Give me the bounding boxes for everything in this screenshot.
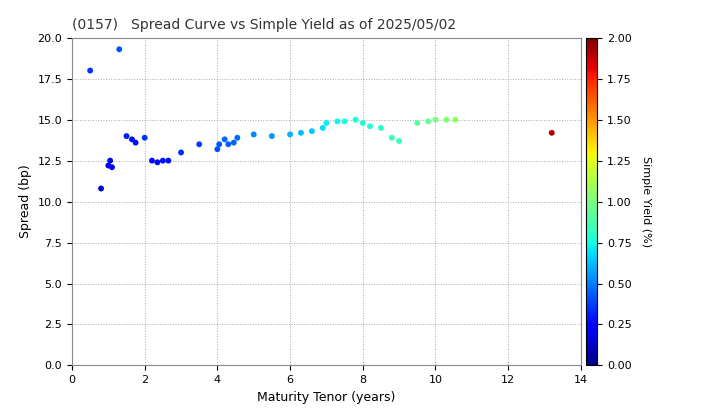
Point (295, 129, 307, 136)
Y-axis label: Spread (bp): Spread (bp) (19, 165, 32, 239)
Point (364, 123, 376, 130)
Point (412, 120, 423, 126)
Point (232, 134, 243, 141)
Point (194, 141, 205, 147)
Point (130, 139, 141, 146)
Point (320, 120, 332, 126)
Point (114, 46, 125, 52)
Point (423, 118, 434, 125)
X-axis label: Maturity Tenor (years): Maturity Tenor (years) (257, 391, 395, 404)
Point (121, 133, 132, 139)
Point (546, 129, 557, 136)
Point (331, 118, 343, 125)
Point (430, 116, 441, 123)
Point (139, 134, 150, 141)
Point (266, 133, 278, 139)
Point (284, 131, 296, 138)
Point (84, 67, 96, 74)
Point (306, 128, 318, 134)
Point (339, 118, 351, 125)
Point (107, 164, 118, 171)
Point (386, 134, 397, 141)
Point (248, 131, 259, 138)
Point (163, 157, 174, 164)
Point (102, 162, 114, 169)
Y-axis label: Simple Yield (%): Simple Yield (%) (641, 156, 651, 247)
Point (152, 159, 163, 165)
Point (450, 116, 462, 123)
Point (222, 141, 234, 147)
Point (104, 157, 116, 164)
Point (157, 157, 168, 164)
Point (213, 141, 225, 147)
Point (175, 149, 186, 156)
Point (357, 120, 369, 126)
Point (393, 138, 405, 144)
Point (95, 185, 107, 192)
Point (350, 116, 361, 123)
Point (228, 139, 240, 146)
Point (375, 124, 387, 131)
Point (126, 136, 138, 143)
Point (219, 136, 230, 143)
Point (212, 146, 223, 152)
Point (317, 124, 328, 131)
Point (441, 116, 452, 123)
Text: (0157)   Spread Curve vs Simple Yield as of 2025/05/02: (0157) Spread Curve vs Simple Yield as o… (72, 18, 456, 32)
Point (146, 157, 158, 164)
